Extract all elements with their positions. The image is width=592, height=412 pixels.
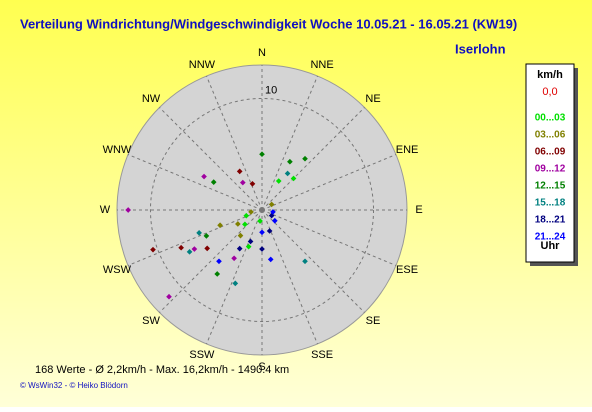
direction-label: NNE	[310, 59, 333, 71]
spoke	[261, 209, 318, 345]
point	[237, 232, 244, 239]
point	[302, 258, 308, 265]
point	[267, 256, 274, 263]
direction-label: SE	[366, 315, 381, 327]
point	[204, 245, 211, 252]
spoke	[127, 209, 263, 266]
point	[150, 246, 156, 253]
legend-footer: Uhr	[541, 240, 561, 252]
spoke	[261, 209, 397, 266]
legend-label: 09...12	[535, 164, 566, 175]
point	[248, 209, 254, 215]
point	[242, 221, 248, 228]
point	[284, 170, 291, 177]
point	[259, 229, 265, 236]
point	[249, 180, 256, 187]
direction-label: NE	[365, 93, 380, 105]
direction-label: SSE	[311, 349, 333, 361]
direction-label: W	[100, 204, 111, 216]
point	[216, 258, 222, 265]
point	[268, 201, 275, 208]
point	[275, 178, 282, 184]
spoke	[261, 75, 318, 211]
point	[210, 179, 217, 185]
point	[203, 233, 210, 239]
spoke	[261, 107, 365, 211]
point	[290, 175, 297, 182]
point	[232, 280, 239, 287]
legend-title: km/h	[537, 69, 563, 81]
direction-label: ENE	[396, 144, 419, 156]
point	[259, 246, 265, 252]
point	[271, 217, 278, 224]
direction-label: S	[258, 361, 265, 373]
point	[231, 255, 237, 262]
point	[236, 168, 243, 175]
r-tick-label: 10	[265, 84, 277, 96]
direction-label: WNW	[103, 144, 132, 156]
subtitle: Iserlohn	[455, 41, 506, 56]
legend-label: 15...18	[535, 198, 566, 209]
direction-label: ESE	[396, 264, 418, 276]
point	[302, 155, 308, 162]
legend-box	[525, 63, 575, 263]
spoke	[206, 75, 263, 211]
spoke	[261, 209, 365, 313]
point	[186, 248, 193, 255]
point	[214, 271, 221, 277]
legend-label: 18...21	[535, 215, 566, 226]
chart-title: Verteilung Windrichtung/Windgeschwindigk…	[20, 16, 517, 31]
point	[243, 212, 250, 219]
footer: 168 Werte - Ø 2,2km/h - Max. 16,2km/h - …	[35, 364, 289, 376]
spoke	[159, 107, 263, 211]
point	[257, 218, 263, 224]
direction-label: E	[415, 204, 422, 216]
direction-label: SSW	[189, 349, 215, 361]
point	[196, 230, 202, 236]
legend-label: 06...09	[535, 147, 566, 158]
calm-label: 0,0	[542, 86, 557, 98]
point	[235, 221, 241, 227]
spoke	[261, 154, 397, 211]
spoke	[127, 154, 263, 211]
point	[266, 228, 273, 234]
point	[245, 243, 252, 250]
direction-label: SW	[142, 315, 160, 327]
point	[201, 173, 207, 180]
direction-label: N	[258, 47, 266, 59]
point	[166, 293, 172, 300]
copyright: © WsWin32 - © Heiko Blödorn	[20, 381, 128, 390]
direction-label: NW	[142, 93, 161, 105]
spoke	[206, 209, 263, 345]
point	[178, 244, 184, 251]
direction-label: WSW	[103, 264, 132, 276]
point	[217, 222, 223, 229]
point	[259, 151, 265, 158]
point	[270, 209, 276, 215]
point	[239, 179, 246, 186]
ring	[149, 97, 375, 323]
point	[191, 246, 198, 252]
legend-label: 12...15	[535, 181, 566, 192]
legend-label: 03...06	[535, 130, 566, 141]
direction-label: NNW	[189, 59, 216, 71]
point	[236, 245, 243, 252]
legend-label: 21...24	[535, 232, 566, 243]
legend-label: 00...03	[535, 113, 566, 124]
point	[287, 158, 293, 165]
point	[247, 238, 254, 245]
